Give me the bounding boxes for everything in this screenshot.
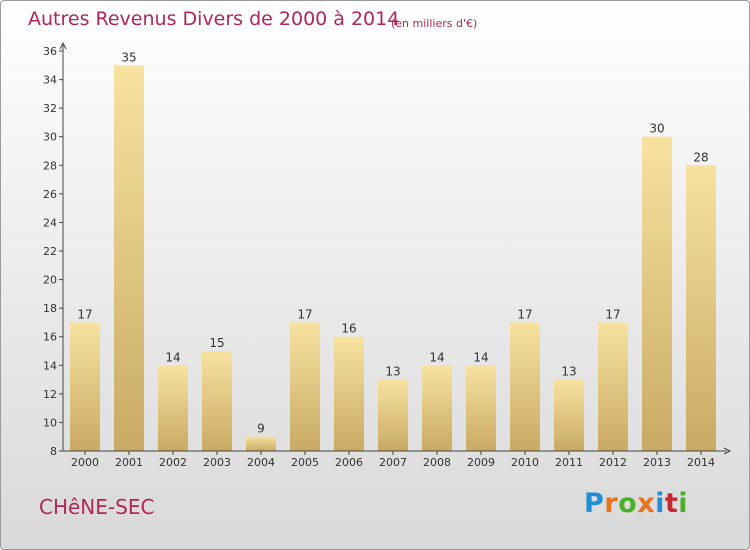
x-tick-label: 2009 [467, 456, 495, 469]
brand-letter: x [637, 488, 656, 519]
x-tick-label: 2000 [71, 456, 99, 469]
bar [510, 322, 540, 451]
x-tick-label: 2001 [115, 456, 143, 469]
y-axis-arrow [59, 41, 67, 50]
y-tick-label: 8 [50, 445, 57, 458]
bar [246, 436, 276, 451]
data-label: 14 [473, 350, 488, 364]
proxiti-logo: Proxiti [584, 488, 688, 519]
y-tick-label: 28 [43, 159, 57, 172]
data-label: 13 [561, 365, 576, 379]
data-label: 15 [209, 336, 224, 350]
bar [290, 322, 320, 451]
bar [70, 322, 100, 451]
data-label: 17 [297, 307, 312, 321]
y-tick-label: 12 [43, 388, 57, 401]
y-tick-label: 10 [43, 416, 57, 429]
y-tick-label: 36 [43, 45, 57, 58]
bar [598, 322, 628, 451]
x-tick-label: 2010 [511, 456, 539, 469]
bar [334, 336, 364, 451]
x-tick-label: 2005 [291, 456, 319, 469]
y-tick-label: 30 [43, 131, 57, 144]
x-tick-label: 2008 [423, 456, 451, 469]
data-label: 14 [165, 350, 180, 364]
data-label: 13 [385, 365, 400, 379]
data-label: 14 [429, 350, 444, 364]
data-label: 17 [605, 307, 620, 321]
data-label: 30 [649, 122, 664, 136]
data-label: 16 [341, 322, 356, 336]
bar [686, 165, 716, 452]
y-tick-label: 24 [43, 216, 57, 229]
bar [158, 365, 188, 451]
data-label: 28 [693, 150, 708, 164]
data-label: 17 [77, 307, 92, 321]
x-tick-label: 2012 [599, 456, 627, 469]
data-label: 35 [121, 50, 136, 64]
data-label: 9 [257, 422, 265, 436]
y-tick-label: 34 [43, 74, 57, 87]
bar [422, 365, 452, 451]
bar [466, 365, 496, 451]
brand-letter: i [678, 488, 689, 519]
y-tick-label: 22 [43, 245, 57, 258]
x-tick-label: 2002 [159, 456, 187, 469]
bar [642, 136, 672, 451]
brand-letter: i [655, 488, 665, 519]
brand-letter: o [618, 488, 638, 519]
y-tick-label: 20 [43, 274, 57, 287]
y-tick-label: 32 [43, 102, 57, 115]
brand-letter: P [584, 488, 605, 519]
x-tick-label: 2004 [247, 456, 275, 469]
bar [554, 379, 584, 451]
bar [202, 351, 232, 451]
x-axis-arrow [723, 447, 732, 455]
x-tick-label: 2003 [203, 456, 231, 469]
commune-name: CHêNE-SEC [39, 495, 155, 519]
chart-title: Autres Revenus Divers de 2000 à 2014 [28, 8, 400, 30]
y-tick-label: 18 [43, 302, 57, 315]
y-tick-label: 14 [43, 359, 57, 372]
brand-letter: r [604, 488, 619, 519]
bar [378, 379, 408, 451]
brand-letter: t [664, 488, 679, 519]
x-tick-label: 2011 [555, 456, 583, 469]
chart-subtitle: (en milliers d'€) [391, 17, 478, 30]
x-tick-label: 2006 [335, 456, 363, 469]
y-tick-label: 16 [43, 331, 57, 344]
x-tick-label: 2014 [687, 456, 715, 469]
x-tick-label: 2013 [643, 456, 671, 469]
data-label: 17 [517, 307, 532, 321]
x-tick-label: 2007 [379, 456, 407, 469]
bar [114, 65, 144, 452]
y-tick-label: 26 [43, 188, 57, 201]
